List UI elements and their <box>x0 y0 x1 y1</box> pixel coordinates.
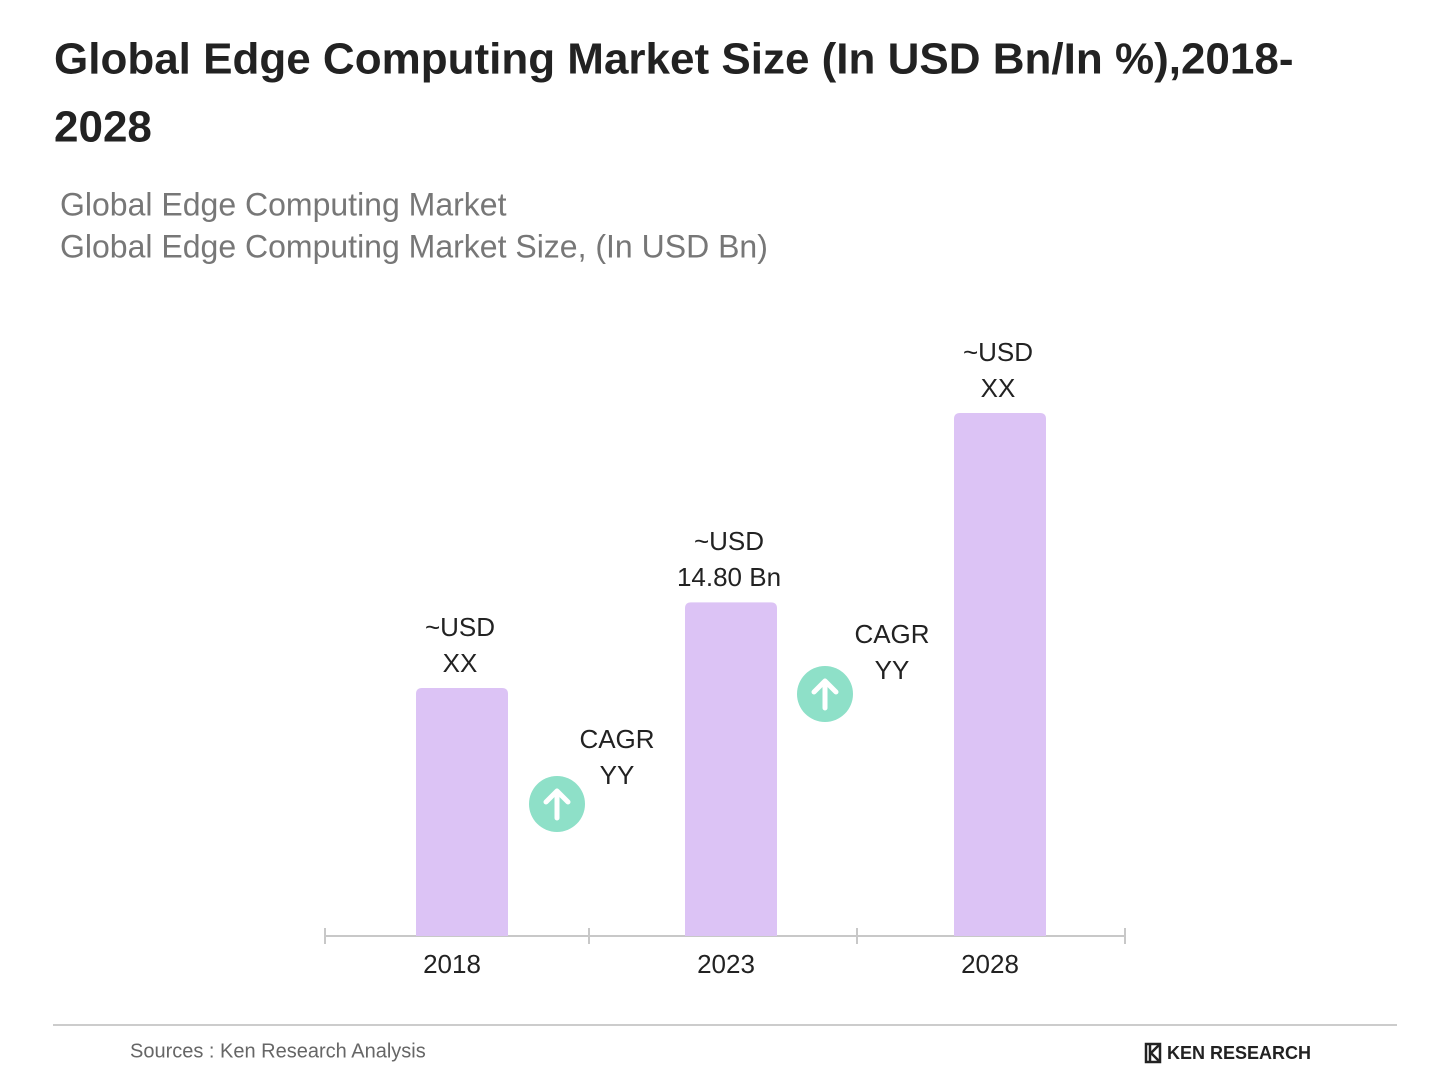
annotation: CAGR <box>854 619 929 649</box>
chart-title: Global Edge Computing Market Size (In US… <box>54 35 1293 84</box>
chart-title: 2028 <box>54 103 152 152</box>
annotation: YY <box>600 760 635 790</box>
annotation: YY <box>875 655 910 685</box>
x-tick-label: 2018 <box>423 949 481 979</box>
bar <box>685 602 777 936</box>
growth-arrow <box>811 678 839 711</box>
x-tick-label: 2023 <box>697 949 755 979</box>
chart-subtitle: Global Edge Computing Market Size, (In U… <box>60 228 768 264</box>
annotation: CAGR <box>579 724 654 754</box>
logo-icon <box>1144 1042 1162 1064</box>
data-label: ~USD <box>425 612 495 642</box>
source: Sources : Ken Research Analysis <box>130 1040 426 1062</box>
data-label: XX <box>443 648 478 678</box>
data-label: ~USD <box>963 337 1033 367</box>
x-tick-label: 2028 <box>961 949 1019 979</box>
chart-subtitle: Global Edge Computing Market <box>60 186 507 222</box>
bar <box>954 413 1046 936</box>
data-label: XX <box>981 373 1016 403</box>
data-label: 14.80 Bn <box>677 562 781 592</box>
growth-arrow <box>543 788 571 821</box>
bar <box>416 688 508 936</box>
logo: KEN RESEARCH <box>1167 1043 1311 1063</box>
data-label: ~USD <box>694 526 764 556</box>
